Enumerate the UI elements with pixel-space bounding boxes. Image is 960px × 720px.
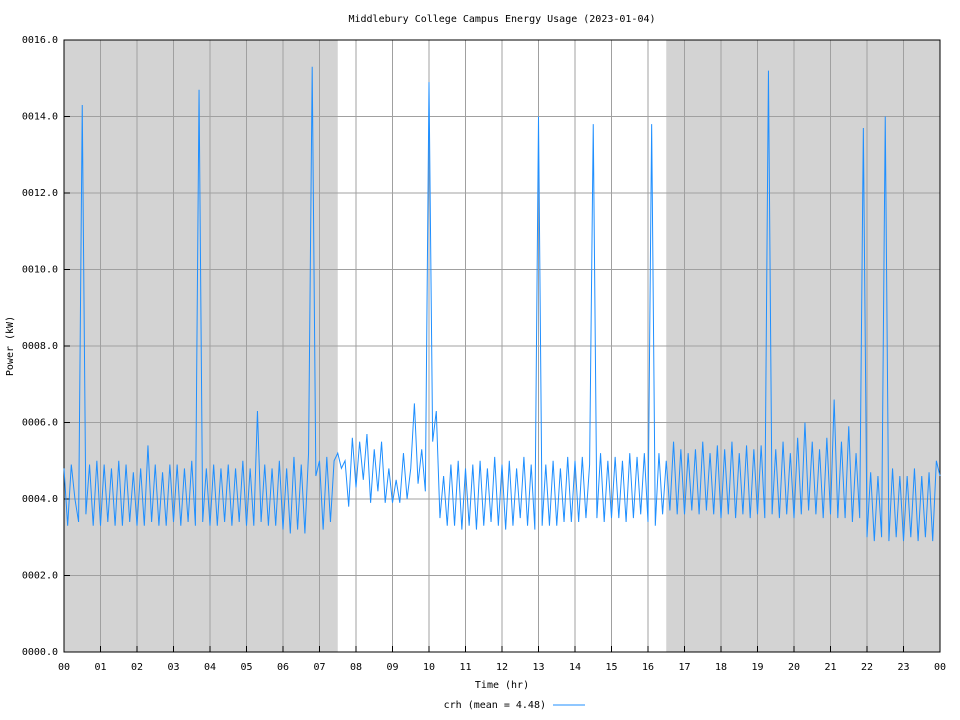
- x-tick-label: 20: [788, 662, 800, 673]
- x-tick-label: 06: [277, 662, 289, 673]
- x-tick-label: 09: [386, 662, 398, 673]
- x-tick-label: 22: [861, 662, 873, 673]
- x-tick-label: 21: [824, 662, 836, 673]
- x-tick-label: 16: [642, 662, 654, 673]
- x-tick-label: 00: [934, 662, 946, 673]
- x-tick-label: 11: [459, 662, 471, 673]
- y-tick-label: 0008.0: [22, 341, 58, 352]
- x-tick-label: 01: [94, 662, 106, 673]
- x-tick-label: 17: [678, 662, 690, 673]
- y-tick-label: 0014.0: [22, 112, 58, 123]
- x-tick-label: 13: [532, 662, 544, 673]
- y-tick-label: 0002.0: [22, 571, 58, 582]
- x-tick-label: 05: [240, 662, 252, 673]
- y-axis-label: Power (kW): [5, 316, 16, 376]
- y-tick-label: 0004.0: [22, 494, 58, 505]
- x-tick-label: 10: [423, 662, 435, 673]
- y-tick-label: 0000.0: [22, 647, 58, 658]
- x-tick-label: 15: [605, 662, 617, 673]
- x-tick-label: 04: [204, 662, 216, 673]
- x-tick-label: 14: [569, 662, 581, 673]
- x-tick-label: 03: [167, 662, 179, 673]
- y-tick-label: 0016.0: [22, 35, 58, 46]
- x-tick-label: 02: [131, 662, 143, 673]
- y-tick-label: 0010.0: [22, 265, 58, 276]
- data-line: [63, 66, 941, 542]
- legend-label: crh (mean = 4.48): [444, 700, 546, 711]
- x-tick-label: 12: [496, 662, 508, 673]
- x-tick-label: 18: [715, 662, 727, 673]
- x-tick-label: 08: [350, 662, 362, 673]
- x-tick-label: 23: [897, 662, 909, 673]
- x-tick-label: 07: [313, 662, 325, 673]
- chart-title: Middlebury College Campus Energy Usage (…: [348, 14, 655, 25]
- y-tick-label: 0012.0: [22, 188, 58, 199]
- x-tick-label: 00: [58, 662, 70, 673]
- plot-border: [63, 39, 941, 653]
- x-axis-label: Time (hr): [475, 680, 529, 691]
- y-tick-label: 0006.0: [22, 418, 58, 429]
- x-tick-label: 19: [751, 662, 763, 673]
